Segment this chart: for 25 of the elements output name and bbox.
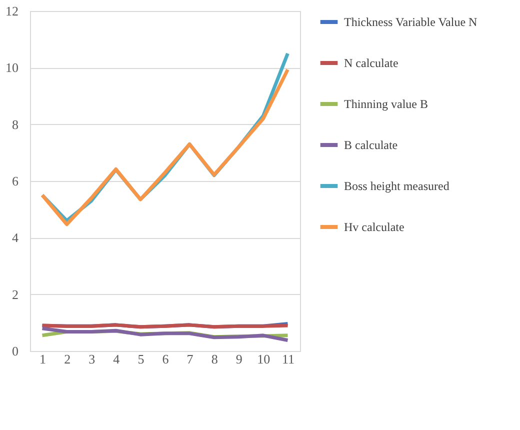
y-tick-label: 10 [6, 60, 18, 76]
legend-label: Boss height measured [344, 179, 450, 193]
legend-label: N calculate [344, 56, 398, 70]
x-tick-label: 6 [162, 352, 170, 366]
x-tick-label: 5 [138, 352, 144, 366]
legend-label: Thinning value B [344, 97, 428, 111]
x-tick-label: 2 [64, 352, 71, 366]
legend-label: Thickness Variable Value N [344, 15, 478, 29]
x-tick-label: 1 [40, 352, 46, 366]
line-series [40, 326, 290, 342]
x-tick-label: 4 [113, 352, 120, 366]
y-tick-label: 8 [12, 116, 18, 132]
x-tick-label: 9 [236, 352, 242, 366]
y-tick-label: 12 [6, 4, 18, 18]
y-tick-label: 4 [12, 230, 19, 246]
x-tick-label: 11 [282, 352, 294, 366]
y-tick-label: 6 [12, 174, 19, 188]
y-tick-label: 2 [12, 286, 18, 302]
y-tick-label: 0 [12, 344, 18, 358]
legend-label: Hv calculate [344, 220, 404, 234]
x-tick-label: 3 [88, 352, 96, 366]
x-tick-label: 10 [257, 352, 270, 366]
legend-label: B calculate [344, 138, 398, 152]
x-tick-label: 8 [211, 352, 218, 366]
x-tick-label: 7 [186, 352, 194, 366]
